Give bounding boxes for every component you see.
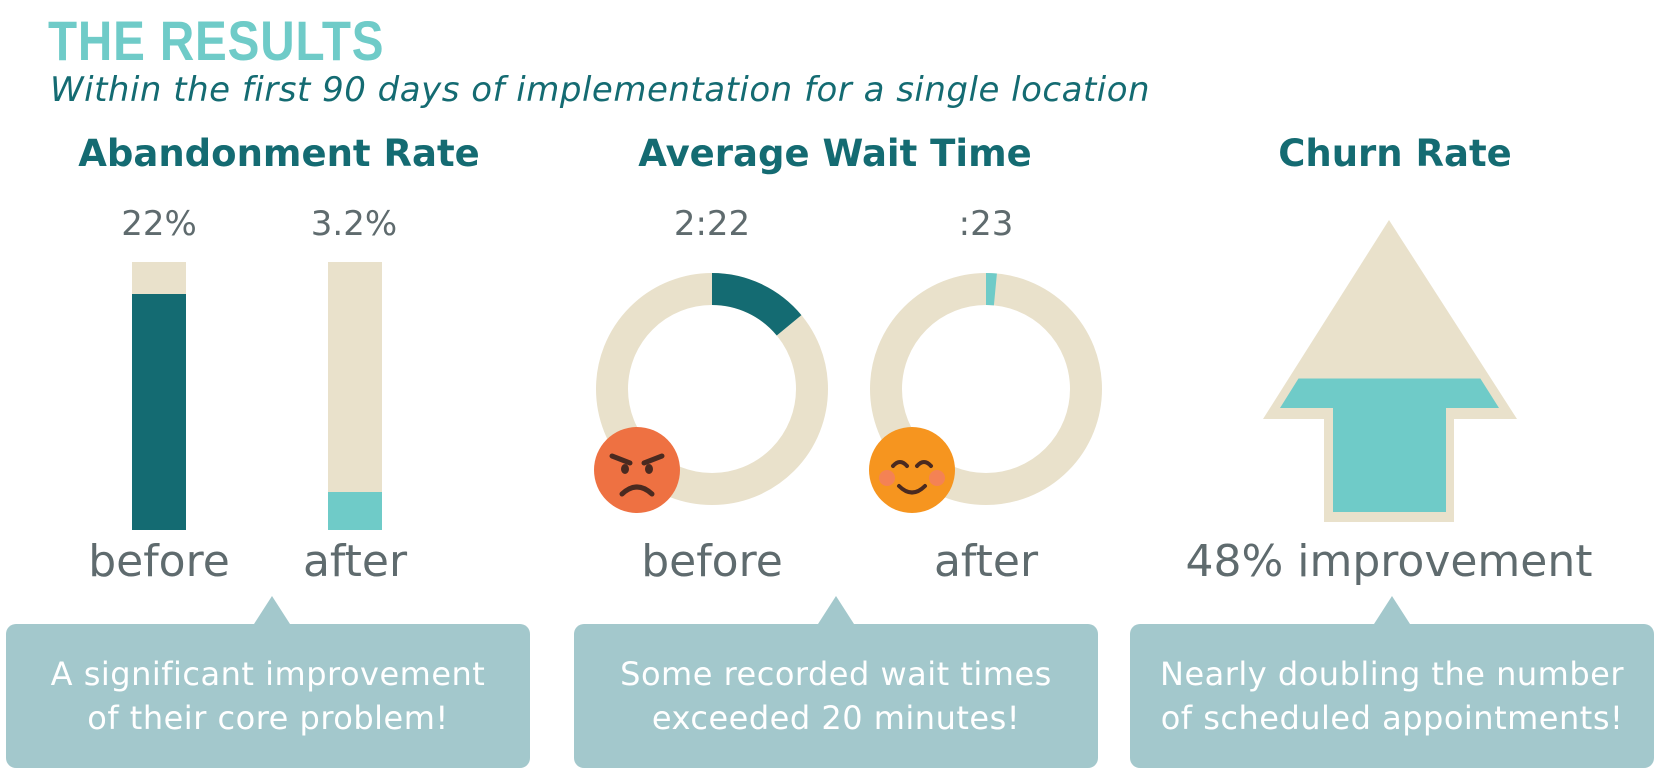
callout-abandonment: A significant improvement of their core …: [6, 596, 530, 768]
callout-wait-time: Some recorded wait times exceeded 20 min…: [574, 596, 1098, 768]
donut-value-label-before: 2:22: [673, 204, 751, 244]
bar-after: [328, 492, 382, 530]
donut-value-label-after: :23: [958, 204, 1014, 244]
donut-arc-after: [870, 273, 1102, 505]
donut-arc-before: [596, 273, 828, 505]
callout-text: Nearly doubling the number of scheduled …: [1160, 655, 1624, 737]
churn-rate-title: Churn Rate: [1278, 132, 1512, 175]
callout-text: A significant improvement of their core …: [50, 655, 486, 737]
angry-face-icon: [594, 427, 680, 513]
page-title: THE RESULTS: [48, 9, 385, 72]
abandonment-rate-title: Abandonment Rate: [78, 132, 480, 175]
bar-before: [132, 294, 186, 530]
page-subtitle: Within the first 90 days of implementati…: [50, 70, 1151, 110]
churn-caption: 48% improvement: [1185, 536, 1593, 587]
bar-value-label-after: 3.2%: [310, 204, 398, 244]
callout-pointer: [818, 596, 854, 624]
donut-category-before: before: [641, 536, 783, 587]
arrow-fill: [1280, 378, 1499, 512]
bar-category-after: after: [302, 536, 408, 587]
happy-face-icon: [869, 427, 955, 513]
bar-category-before: before: [88, 536, 230, 587]
arrow-outline: [1263, 220, 1517, 522]
donut-category-after: after: [933, 536, 1039, 587]
bar-track-before: [132, 262, 186, 530]
bar-value-label-before: 22%: [121, 204, 197, 244]
callout-pointer: [254, 596, 290, 624]
callout-text: Some recorded wait times exceeded 20 min…: [620, 655, 1052, 737]
bar-track-after: [328, 262, 382, 530]
callout-churn: Nearly doubling the number of scheduled …: [1130, 596, 1654, 768]
callout-pointer: [1374, 596, 1410, 624]
average-wait-time-title: Average Wait Time: [638, 132, 1032, 175]
